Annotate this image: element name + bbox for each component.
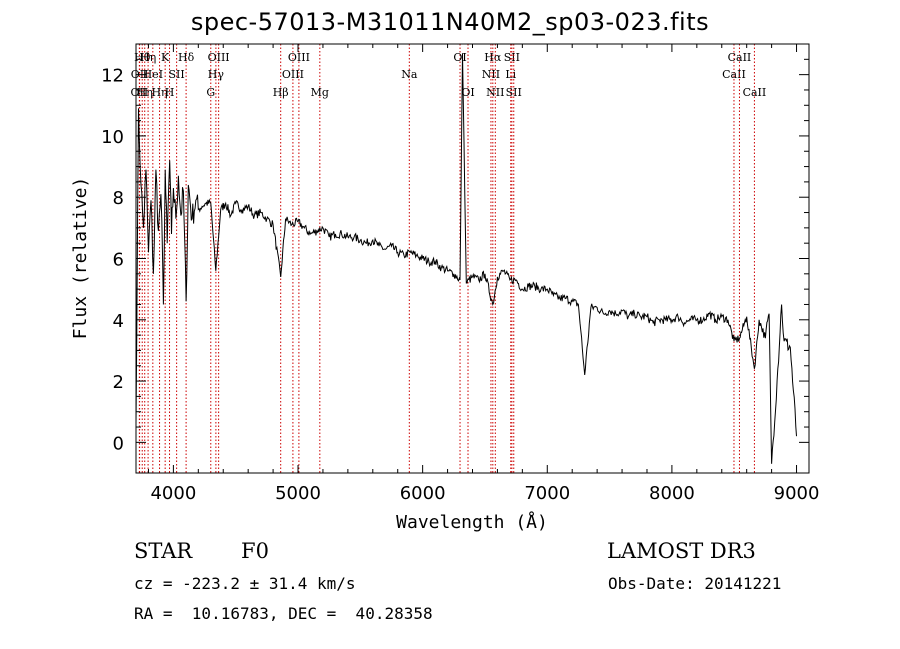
x-tick-label: 9000 <box>774 483 820 504</box>
object-subclass: F0 <box>241 539 269 563</box>
line-marker-label: NII <box>482 68 500 81</box>
line-marker-label: SII <box>169 68 185 81</box>
y-tick-label: 4 <box>113 311 124 332</box>
series-layer <box>135 53 797 464</box>
line-marker-label: CaII <box>722 68 746 81</box>
line-marker-label: CaII <box>743 86 767 99</box>
y-axis: 0 2 4 6 8 10 12 <box>101 58 809 454</box>
line-marker-label: Hη <box>151 86 167 99</box>
line-marker-label: Li <box>505 68 516 81</box>
x-axis-label: Wavelength (Å) <box>396 511 548 533</box>
y-tick-label: 0 <box>113 433 124 454</box>
line-marker-label: Hα <box>484 51 502 64</box>
redshift-text: cz = -223.2 ± 31.4 km/s <box>134 574 356 593</box>
coords-text: RA = 10.16783, DEC = 40.28358 <box>134 604 433 623</box>
line-marker-label: Na <box>401 68 418 81</box>
line-marker-label: CaII <box>728 51 752 64</box>
x-tick-label: 4000 <box>150 483 196 504</box>
line-marker-label: SII <box>506 86 522 99</box>
line-marker-label: G <box>206 86 215 99</box>
line-marker-label: HeI <box>143 68 163 81</box>
line-marker-label: SII <box>504 51 520 64</box>
chart-title: spec-57013-M31011N40M2_sp03-023.fits <box>190 8 710 36</box>
obs-date-text: Obs-Date: 20141221 <box>608 574 782 593</box>
line-marker-label: Mg <box>311 86 329 99</box>
line-marker-label: Hη <box>140 51 156 64</box>
y-tick-label: 10 <box>101 127 124 148</box>
line-marker-label: OIII <box>288 51 310 64</box>
line-marker-label: OI <box>461 86 474 99</box>
line-marker-label: Hγ <box>208 68 225 81</box>
line-marker-label: NII <box>486 86 504 99</box>
x-axis: 4000 5000 6000 7000 8000 9000 <box>147 44 820 504</box>
x-tick-label: 5000 <box>275 483 321 504</box>
y-tick-label: 6 <box>113 250 124 271</box>
line-marker-label: Hβ <box>273 86 289 99</box>
y-tick-label: 2 <box>113 372 124 393</box>
x-tick-label: 8000 <box>649 483 695 504</box>
line-marker-label: OIII <box>282 68 304 81</box>
x-tick-label: 6000 <box>400 483 446 504</box>
y-tick-label: 8 <box>113 188 124 209</box>
line-marker-label: H <box>165 86 175 99</box>
object-class: STAR <box>134 539 193 563</box>
line-marker-label: OI <box>453 51 466 64</box>
spectrum-line <box>135 53 797 464</box>
y-axis-label: Flux (relative) <box>70 177 91 340</box>
line-markers: OIIOIIHθHηHηHeIHηKHSIIHδGHγOIIIHβOIIIOII… <box>131 44 767 473</box>
line-marker-label: OIII <box>208 51 230 64</box>
line-marker-label: OII <box>131 86 149 99</box>
plot-frame <box>135 43 810 474</box>
x-tick-label: 7000 <box>524 483 570 504</box>
line-marker-label: Hδ <box>178 51 195 64</box>
y-tick-label: 12 <box>101 66 124 87</box>
line-marker-label: Hη <box>137 86 153 99</box>
survey-name: LAMOST DR3 <box>607 539 756 563</box>
line-marker-label: Hθ <box>134 51 151 64</box>
line-marker-label: K <box>161 51 170 64</box>
